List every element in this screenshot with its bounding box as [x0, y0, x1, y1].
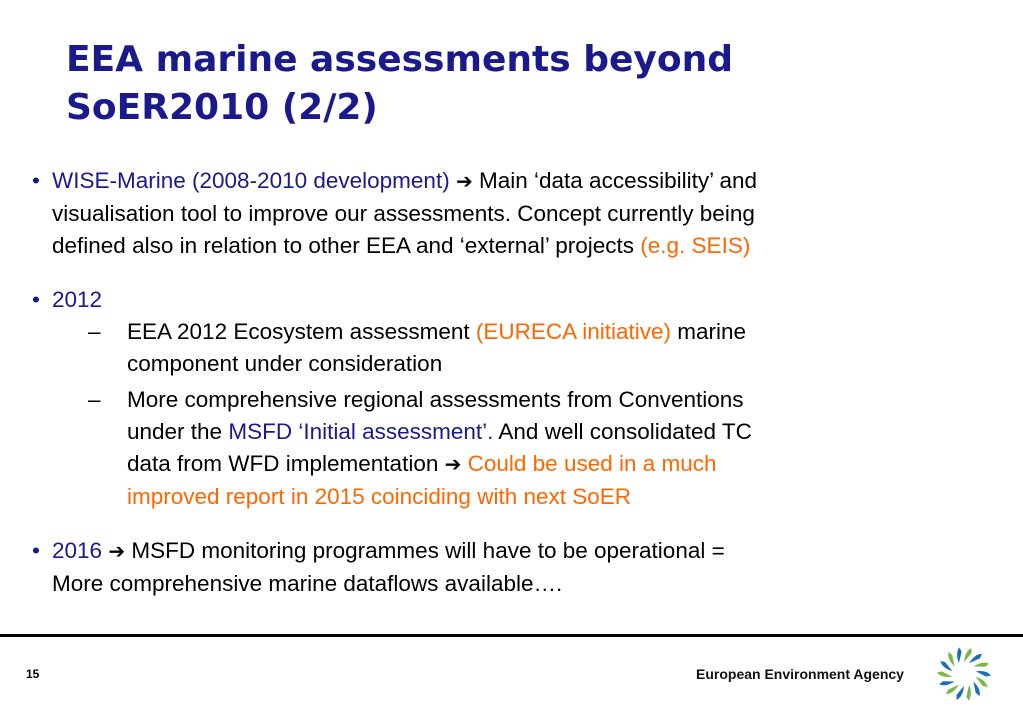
arrow-right-icon: ➔: [444, 454, 462, 476]
logo-petal: [975, 671, 991, 677]
bullet-text: Main ‘data accessibility’ and: [479, 168, 758, 193]
sub-bullet-text: data from WFD implementation: [127, 451, 445, 476]
slide-title: EEA marine assessments beyond SoER2010 (…: [66, 36, 966, 132]
bullet-line: 2016 ➔ MSFD monitoring programmes will h…: [52, 535, 992, 568]
bullet-lead-text: WISE-Marine (2008-2010 development): [52, 168, 450, 193]
sub-bullet-ecosystem-assessment: – EEA 2012 Ecosystem assessment (EURECA …: [32, 316, 992, 380]
bullet-line: WISE-Marine (2008-2010 development) ➔ Ma…: [52, 165, 992, 198]
sub-bullet-text: under the: [127, 419, 229, 444]
logo-petal: [973, 662, 989, 667]
sub-bullet-msfd-text: MSFD ‘Initial assessment’.: [228, 419, 494, 444]
bullet-text: defined also in relation to other EEA an…: [52, 233, 641, 258]
sub-bullet-paren-text: (EURECA initiative): [475, 319, 671, 344]
sub-bullet-dash: –: [88, 319, 101, 344]
logo-petal: [966, 684, 971, 701]
sub-bullet-orange-text: Could be used in a much: [461, 451, 717, 476]
bullet-mark: •: [32, 168, 40, 193]
bullet-line: More comprehensive marine dataflows avai…: [52, 571, 563, 596]
bullet-paren-text: (e.g. SEIS): [640, 233, 751, 258]
arrow-right-icon: ➔: [108, 541, 126, 563]
bullet-lead-text: 2012: [52, 287, 103, 312]
sub-bullet-dash: –: [88, 387, 101, 412]
footer-divider: [0, 634, 1023, 637]
logo-center: [954, 664, 974, 684]
slide-title-line-2: SoER2010 (2/2): [66, 87, 378, 128]
sub-bullet-text: EEA 2012 Ecosystem assessment: [127, 319, 476, 344]
logo-petal: [969, 653, 982, 664]
logo-petal: [957, 647, 962, 664]
sub-bullet-line: component under consideration: [127, 351, 443, 376]
agency-name: European Environment Agency: [696, 666, 904, 682]
bullet-2016: • 2016 ➔ MSFD monitoring programmes will…: [32, 535, 992, 600]
sub-bullet-text: marine: [670, 319, 747, 344]
page-number: 15: [26, 667, 40, 681]
sub-bullet-line: under the MSFD ‘Initial assessment’. And…: [127, 416, 992, 448]
bullet-mark: •: [32, 287, 40, 312]
bullet-text: MSFD monitoring programmes will have to …: [125, 538, 725, 563]
logo-petal: [956, 686, 964, 700]
sub-bullet-line: data from WFD implementation ➔ Could be …: [127, 448, 992, 481]
logo-petal: [940, 661, 953, 672]
logo-petal: [948, 652, 955, 667]
logo-petal: [946, 684, 959, 695]
arrow-right-icon: ➔: [455, 171, 473, 193]
logo-petals: [937, 647, 991, 701]
bullet-wise-marine: • WISE-Marine (2008-2010 development) ➔ …: [32, 165, 992, 262]
bullet-line: visualisation tool to improve our assess…: [52, 201, 755, 226]
sub-bullet-line: EEA 2012 Ecosystem assessment (EURECA in…: [127, 316, 992, 348]
slide-title-line-1: EEA marine assessments beyond: [66, 39, 733, 80]
spacer: [32, 262, 992, 284]
logo-petal: [937, 671, 953, 677]
sub-bullet-text: And well consolidated TC: [493, 419, 752, 444]
logo-petal: [975, 676, 988, 687]
bullet-2012: • 2012: [32, 284, 992, 316]
logo-petal: [973, 681, 980, 696]
spacer: [32, 513, 992, 535]
eea-logo-icon: [937, 647, 991, 701]
logo-petal: [964, 648, 972, 662]
slide-content: • WISE-Marine (2008-2010 development) ➔ …: [32, 165, 992, 600]
sub-bullet-line: improved report in 2015 coinciding with …: [127, 484, 632, 509]
logo-petal: [939, 681, 955, 686]
sub-bullet-line: More comprehensive regional assessments …: [127, 387, 744, 412]
sub-bullet-regional-assessments: – More comprehensive regional assessment…: [32, 384, 992, 513]
bullet-line: defined also in relation to other EEA an…: [52, 230, 992, 262]
bullet-lead-text: 2016: [52, 538, 103, 563]
bullet-mark: •: [32, 538, 40, 563]
